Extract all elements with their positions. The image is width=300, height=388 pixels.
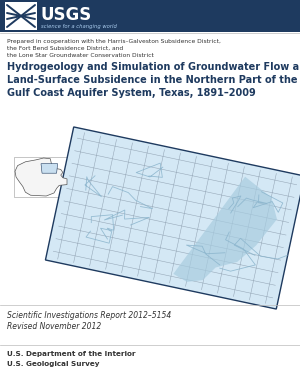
Polygon shape [15,158,67,196]
Text: U.S. Geological Survey: U.S. Geological Survey [7,361,100,367]
Text: Scientific Investigations Report 2012–5154: Scientific Investigations Report 2012–51… [7,311,171,320]
Polygon shape [173,177,277,282]
Text: Hydrogeology and Simulation of Groundwater Flow and
Land-Surface Subsidence in t: Hydrogeology and Simulation of Groundwat… [7,62,300,98]
Text: U.S. Department of the Interior: U.S. Department of the Interior [7,351,136,357]
Bar [5,2,37,30]
Text: Revised November 2012: Revised November 2012 [7,322,101,331]
Polygon shape [41,164,58,173]
Bar [14,157,68,197]
Polygon shape [45,127,300,309]
Text: Prepared in cooperation with the Harris–Galveston Subsidence District,
the Fort : Prepared in cooperation with the Harris–… [7,39,221,58]
Text: USGS: USGS [41,6,92,24]
Text: science for a changing world: science for a changing world [41,24,117,29]
Bar [0,0,300,32]
